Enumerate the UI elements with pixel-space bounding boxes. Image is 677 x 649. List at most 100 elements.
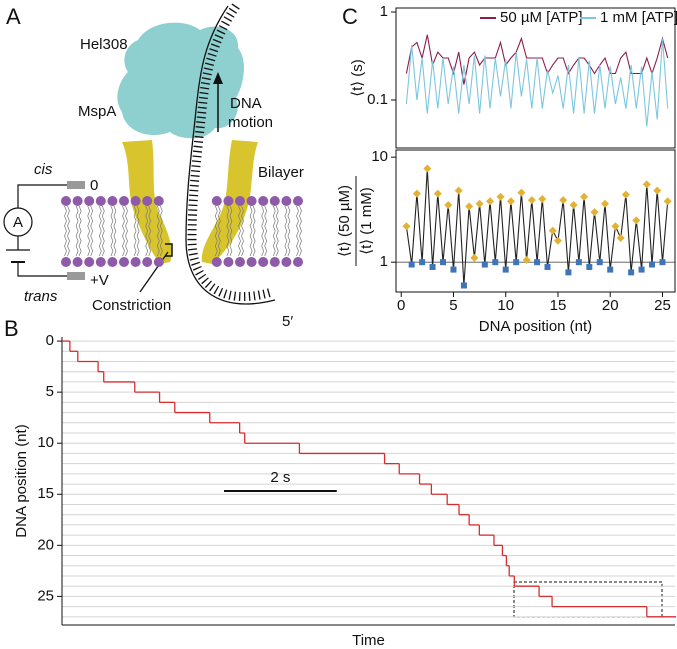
plot-frame — [395, 7, 676, 149]
marker-diamond — [553, 236, 562, 245]
lipid-head — [269, 257, 280, 267]
lipid-head — [269, 196, 280, 206]
lipid-tail — [299, 205, 302, 257]
marker-diamond — [590, 208, 599, 217]
marker-diamond — [402, 222, 411, 231]
marker-square — [502, 266, 509, 273]
marker-diamond — [454, 186, 463, 195]
lipid-head — [223, 257, 234, 267]
trans-electrode — [67, 272, 85, 280]
end-label: 5′ — [282, 313, 293, 330]
lipid-head — [281, 196, 292, 206]
marker-diamond — [621, 190, 630, 199]
motion-label: DNA — [230, 95, 262, 112]
marker-square — [575, 259, 582, 266]
lipid-head — [293, 257, 303, 267]
legend-label: 1 mM [ATP] — [600, 9, 677, 26]
marker-diamond — [444, 201, 453, 210]
lipid-tail — [252, 205, 256, 257]
cis-voltage: 0 — [90, 177, 98, 194]
lipid-tail — [122, 205, 125, 257]
constriction-label: Constriction — [92, 297, 171, 314]
lipid-head — [153, 257, 164, 267]
lipid-tail — [125, 205, 128, 257]
lipid-tail — [75, 205, 79, 257]
lipid-head — [246, 257, 257, 267]
y-tick-label: 1 — [380, 253, 388, 270]
lipid-head — [119, 257, 129, 267]
lipid-head — [95, 257, 106, 267]
lipid-tail — [101, 205, 105, 257]
lipid-head — [281, 257, 292, 267]
marker-square — [492, 259, 499, 266]
lipid-tail — [133, 205, 137, 257]
marker-diamond — [423, 164, 432, 173]
lipid-head — [142, 196, 153, 206]
lipid-head — [235, 257, 245, 267]
panel-label: C — [342, 4, 358, 29]
lipid-head — [223, 196, 234, 206]
marker-square — [628, 269, 635, 276]
diagram: A Hel308 DNA motion MspA cis 0 A Bilayer… — [3, 3, 304, 330]
lipid-head — [153, 196, 164, 206]
lipid-head — [84, 257, 95, 267]
marker-diamond — [616, 233, 625, 242]
marker-diamond — [527, 196, 536, 205]
lipid-tail — [264, 205, 268, 257]
constriction-pointer — [139, 251, 169, 293]
helicase — [117, 22, 244, 139]
lipid-tail — [238, 205, 241, 257]
lipid-tail — [145, 205, 149, 257]
motion-label: motion — [228, 114, 273, 131]
lipid-head — [130, 196, 141, 206]
lipid-tail — [284, 205, 288, 257]
lipid-head — [61, 196, 71, 206]
lipid-tail — [90, 205, 94, 257]
lipid-tail — [156, 205, 160, 257]
marker-diamond — [538, 194, 547, 203]
y-tick-label: 10 — [371, 148, 388, 165]
legend-label: 50 µM [ATP] — [500, 9, 583, 26]
lipid-tail — [98, 205, 102, 257]
lipid-tail — [275, 205, 279, 257]
marker-diamond — [486, 197, 495, 206]
y-tick-label: 10 — [37, 434, 54, 451]
x-tick-label: 10 — [497, 297, 514, 314]
marker-diamond — [559, 196, 568, 205]
marker-square — [419, 259, 426, 266]
y-axis-label: ⟨t⟩ (1 mM) — [358, 187, 375, 255]
lipid-head — [119, 196, 129, 206]
lipid-tail — [113, 205, 117, 257]
marker-square — [534, 259, 541, 266]
x-tick-label: 20 — [602, 297, 619, 314]
lipid-head — [95, 196, 106, 206]
lipid-tail — [110, 205, 114, 257]
marker-square — [450, 266, 457, 273]
marker-square — [408, 261, 415, 268]
lipid-tail — [272, 205, 276, 257]
lipid-head — [258, 257, 269, 267]
marker-diamond — [433, 189, 442, 198]
marker-diamond — [569, 201, 578, 210]
y-tick-label: 20 — [37, 536, 54, 553]
ammeter-label: A — [13, 214, 23, 231]
dna-backbone — [185, 5, 276, 305]
marker-square — [481, 261, 488, 268]
marker-diamond — [522, 255, 531, 264]
y-tick-label: 5 — [46, 383, 54, 400]
lipid-tail — [217, 205, 221, 257]
marker-square — [544, 263, 551, 270]
lipid-tail — [214, 205, 218, 257]
lipid-tail — [261, 205, 265, 257]
y-tick-label: 0.1 — [367, 91, 388, 108]
lipid-tail — [136, 205, 140, 257]
marker-square — [638, 266, 645, 273]
lipid-head — [72, 257, 83, 267]
trans-voltage: +V — [90, 272, 109, 289]
circuit-wire — [17, 184, 67, 277]
lipid-head — [61, 257, 71, 267]
lipid-tail — [226, 205, 230, 257]
marker-square — [586, 263, 593, 270]
